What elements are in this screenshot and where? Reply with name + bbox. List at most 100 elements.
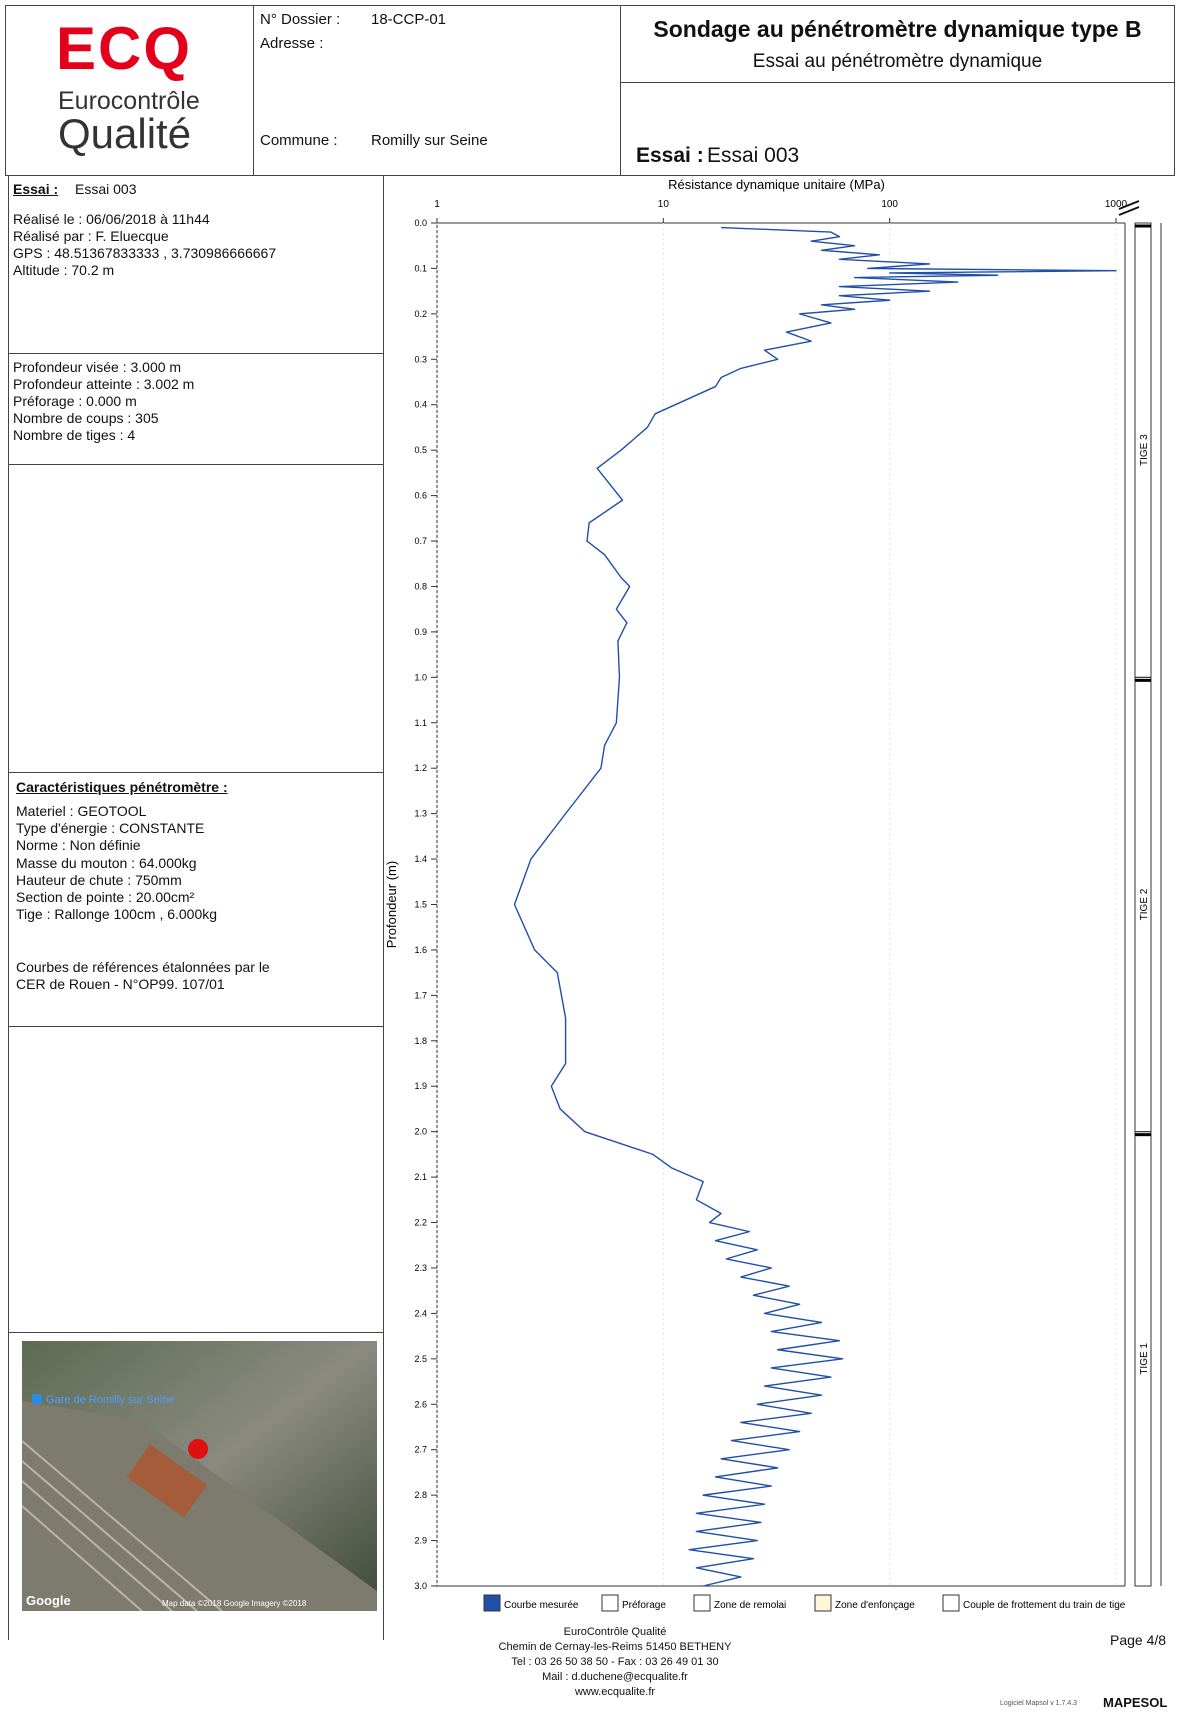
station-icon xyxy=(32,1394,42,1404)
y-tick-label: 1.8 xyxy=(414,1036,427,1046)
y-tick-label: 3.0 xyxy=(414,1581,427,1591)
legend-label: Zone de remolai xyxy=(714,1600,786,1611)
y-tick-label: 0.9 xyxy=(414,627,427,637)
y-tick-label: 1.4 xyxy=(414,854,427,864)
label: Commune : xyxy=(260,133,338,149)
value: 18-CCP-01 xyxy=(371,12,446,28)
info-line: Profondeur visée : 3.000 m xyxy=(13,359,181,375)
info-line: Norme : Non définie xyxy=(16,837,141,853)
chart: Résistance dynamique unitaire (MPa) Profo… xyxy=(383,175,1179,1635)
info-line: Réalisé le : 06/06/2018 à 11h44 xyxy=(13,211,210,227)
map-attribution: Map data ©2018 Google Imagery ©2018 xyxy=(162,1599,307,1608)
x-axis-title: Résistance dynamique unitaire (MPa) xyxy=(668,177,885,192)
y-tick-label: 0.3 xyxy=(414,354,427,364)
y-tick-label: 2.5 xyxy=(414,1354,427,1364)
brand: MAPESOL xyxy=(1103,1695,1167,1710)
legend-swatch xyxy=(943,1595,959,1611)
y-axis-title: Profondeur (m) xyxy=(384,861,399,948)
y-tick-label: 1.3 xyxy=(414,809,427,819)
map-provider: Google xyxy=(26,1593,71,1608)
legend-swatch xyxy=(815,1595,831,1611)
info-line: CER de Rouen - N°OP99. 107/01 xyxy=(16,976,225,992)
info-line: Altitude : 70.2 m xyxy=(13,262,114,278)
info-line: Profondeur atteinte : 3.002 m xyxy=(13,376,194,392)
y-tick-label: 2.9 xyxy=(414,1536,427,1546)
y-tick-label: 1.2 xyxy=(414,763,427,773)
y-tick-label: 0.1 xyxy=(414,263,427,273)
value: Essai 003 xyxy=(707,144,799,168)
divider xyxy=(8,1026,383,1027)
info-line: Section de pointe : 20.00cm² xyxy=(16,889,194,905)
legend-label: Préforage xyxy=(622,1600,666,1611)
x-tick-label: 1000 xyxy=(1105,199,1128,210)
info-line: Hauteur de chute : 750mm xyxy=(16,872,182,888)
x-tick-label: 10 xyxy=(658,199,670,210)
footer-line: EuroContrôle Qualité xyxy=(415,1625,815,1639)
label: Essai : xyxy=(636,144,704,168)
divider xyxy=(8,464,383,465)
logo-mark: ECQ xyxy=(56,18,192,80)
legend-label: Zone d'enfonçage xyxy=(835,1600,915,1611)
y-tick-label: 1.7 xyxy=(414,990,427,1000)
label: Essai : xyxy=(13,181,58,197)
value: Romilly sur Seine xyxy=(371,133,488,149)
y-tick-label: 1.9 xyxy=(414,1081,427,1091)
rod-label: TIGE 3 xyxy=(1139,434,1150,466)
y-tick-label: 2.3 xyxy=(414,1263,427,1273)
info-line: Courbes de références étalonnées par le xyxy=(16,959,270,975)
y-tick-label: 0.4 xyxy=(414,400,427,410)
y-tick-label: 0.8 xyxy=(414,581,427,591)
info-line: GPS : 48.51367833333 , 3.730986666667 xyxy=(13,245,276,261)
section-title: Caractéristiques pénétromètre : xyxy=(16,779,228,795)
info-line: Nombre de tiges : 4 xyxy=(13,427,135,443)
page-number: Page 4/8 xyxy=(1110,1632,1166,1648)
y-tick-label: 1.0 xyxy=(414,672,427,682)
subtitle: Essai au pénétromètre dynamique xyxy=(620,51,1175,73)
legend-label: Couple de frottement du train de tige xyxy=(963,1600,1126,1611)
info-line: Type d'énergie : CONSTANTE xyxy=(16,820,204,836)
data-line xyxy=(515,228,1117,1586)
legend-label: Courbe mesurée xyxy=(504,1600,579,1611)
software: Logiciel Mapsol v 1.7.4.3 xyxy=(1000,1699,1077,1708)
y-tick-label: 0.7 xyxy=(414,536,427,546)
y-tick-label: 0.0 xyxy=(414,218,427,228)
y-tick-label: 1.6 xyxy=(414,945,427,955)
legend-swatch xyxy=(484,1595,500,1611)
divider xyxy=(620,82,1175,83)
x-tick-label: 100 xyxy=(881,199,898,210)
y-tick-label: 1.1 xyxy=(414,718,427,728)
logo-line: Qualité xyxy=(58,112,191,156)
y-tick-label: 2.6 xyxy=(414,1399,427,1409)
info-line: Masse du mouton : 64.000kg xyxy=(16,855,197,871)
y-tick-label: 2.1 xyxy=(414,1172,427,1182)
y-tick-label: 1.5 xyxy=(414,900,427,910)
y-tick-label: 0.2 xyxy=(414,309,427,319)
divider xyxy=(8,1332,383,1333)
y-tick-label: 2.0 xyxy=(414,1127,427,1137)
footer-line: www.ecqualite.fr xyxy=(415,1685,815,1699)
y-tick-label: 0.6 xyxy=(414,491,427,501)
footer-line: Tel : 03 26 50 38 50 - Fax : 03 26 49 01… xyxy=(415,1655,815,1669)
footer-line: Chemin de Cernay-les-Reims 51450 BETHENY xyxy=(415,1640,815,1654)
info-line: Préforage : 0.000 m xyxy=(13,393,137,409)
y-tick-label: 2.2 xyxy=(414,1218,427,1228)
info-line: Réalisé par : F. Eluecque xyxy=(13,228,169,244)
title: Sondage au pénétromètre dynamique type B xyxy=(620,16,1175,42)
place-label: Gare de Romilly sur Seine xyxy=(46,1394,174,1406)
y-tick-label: 2.7 xyxy=(414,1445,427,1455)
divider xyxy=(8,176,9,1640)
rod-label: TIGE 1 xyxy=(1139,1343,1150,1375)
y-tick-label: 2.8 xyxy=(414,1490,427,1500)
divider xyxy=(8,772,383,773)
y-tick-label: 2.4 xyxy=(414,1308,427,1318)
divider xyxy=(253,5,254,176)
value: Essai 003 xyxy=(75,181,136,197)
label: N° Dossier : xyxy=(260,12,340,28)
info-line: Nombre de coups : 305 xyxy=(13,410,159,426)
info-line: Tige : Rallonge 100cm , 6.000kg xyxy=(16,906,217,922)
page: ECQ Eurocontrôle Qualité N° Dossier : 18… xyxy=(0,0,1179,1715)
y-tick-label: 0.5 xyxy=(414,445,427,455)
footer-line: Mail : d.duchene@ecqualite.fr xyxy=(415,1670,815,1684)
legend-swatch xyxy=(694,1595,710,1611)
legend-swatch xyxy=(602,1595,618,1611)
